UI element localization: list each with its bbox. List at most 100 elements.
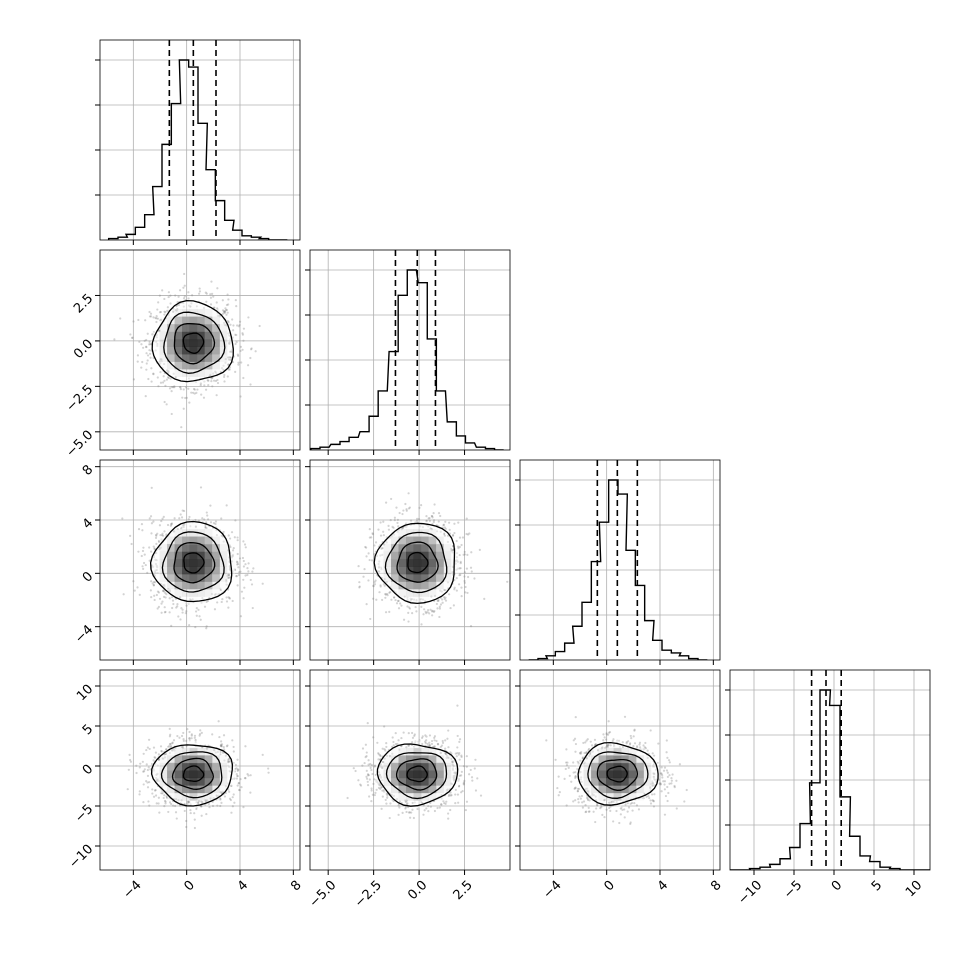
sample-point [219,790,222,794]
panel-frame [99,669,301,871]
density-cell [189,361,198,370]
sample-point [594,743,597,746]
sample-point [129,758,132,762]
density-cell [174,536,183,545]
sample-point [188,801,191,804]
sample-point [413,733,416,736]
sample-point [174,811,178,814]
sample-point [420,598,423,601]
sample-point [228,597,231,600]
density-cell [212,762,220,771]
sample-point [377,783,381,786]
sample-point [187,297,190,300]
density-cell [174,368,183,377]
sample-point [448,521,451,524]
sample-point [648,796,651,800]
sample-point [414,742,417,745]
sample-point [653,765,656,768]
sample-point [388,610,391,613]
sample-point [214,370,217,373]
sample-point [436,806,439,810]
sample-point [381,553,384,556]
contour-line [596,758,639,791]
density-cell [398,566,407,575]
density-cell [182,301,190,310]
sample-point [424,740,427,743]
sample-point [160,749,163,753]
sample-point [615,809,618,813]
sample-point [235,767,238,770]
sample-point [150,367,153,370]
sample-point [422,613,425,616]
sample-point [358,586,361,589]
density-cell [167,316,175,325]
sample-point [438,607,441,610]
sample-point [161,289,164,292]
density-cell [204,543,213,552]
sample-point [199,486,203,489]
sample-point [574,775,577,778]
density-cell [428,777,437,786]
pair-panel-1-2 [305,459,511,665]
sample-point [174,294,177,297]
sample-point [460,791,463,794]
sample-point [193,388,196,391]
sample-point [585,750,588,754]
sample-point [153,547,156,551]
sample-point [629,822,632,825]
density-cell [174,316,183,325]
sample-point [617,739,621,742]
sample-point [227,573,230,576]
sample-point [187,304,191,307]
sample-point [466,575,470,579]
panel-frame [309,459,511,661]
sample-point [160,611,163,614]
sample-point [370,787,373,790]
sample-point [206,747,209,750]
density-cell [182,338,190,347]
sample-point [395,602,399,605]
sample-point [456,545,460,548]
sample-point [379,584,382,587]
sample-point [206,514,209,517]
sample-point [244,776,247,780]
sample-point [182,305,185,308]
sample-point [589,751,592,754]
density-cell [189,740,198,749]
sample-point [227,303,230,306]
sample-point [383,725,386,728]
density-cell [406,588,414,597]
sample-point [239,778,242,781]
sample-point [224,357,227,361]
sample-point [646,749,649,752]
density-cell [212,323,220,332]
sample-point [163,530,166,533]
density-cell [443,536,452,545]
sample-point [201,800,204,804]
sample-point [443,801,446,805]
sample-point [160,538,163,541]
sample-point [188,737,191,740]
sample-point [236,563,239,566]
sample-point [587,806,590,809]
sample-point [652,775,655,778]
sample-point [185,602,188,605]
sample-point [398,511,401,515]
sample-point [621,808,624,811]
sample-point [368,778,371,781]
sample-point [148,804,151,807]
sample-point [182,731,185,735]
density-cell [391,566,399,575]
sample-point [250,348,253,351]
sample-point [151,333,154,336]
density-cell [428,566,437,575]
sample-point [390,535,394,538]
sample-point [378,560,381,563]
sample-point [469,768,472,772]
sample-point [236,536,239,539]
sample-point [380,807,383,810]
sample-point [169,524,172,527]
sample-point [425,519,428,522]
sample-point [206,379,209,382]
sample-point [444,596,447,599]
